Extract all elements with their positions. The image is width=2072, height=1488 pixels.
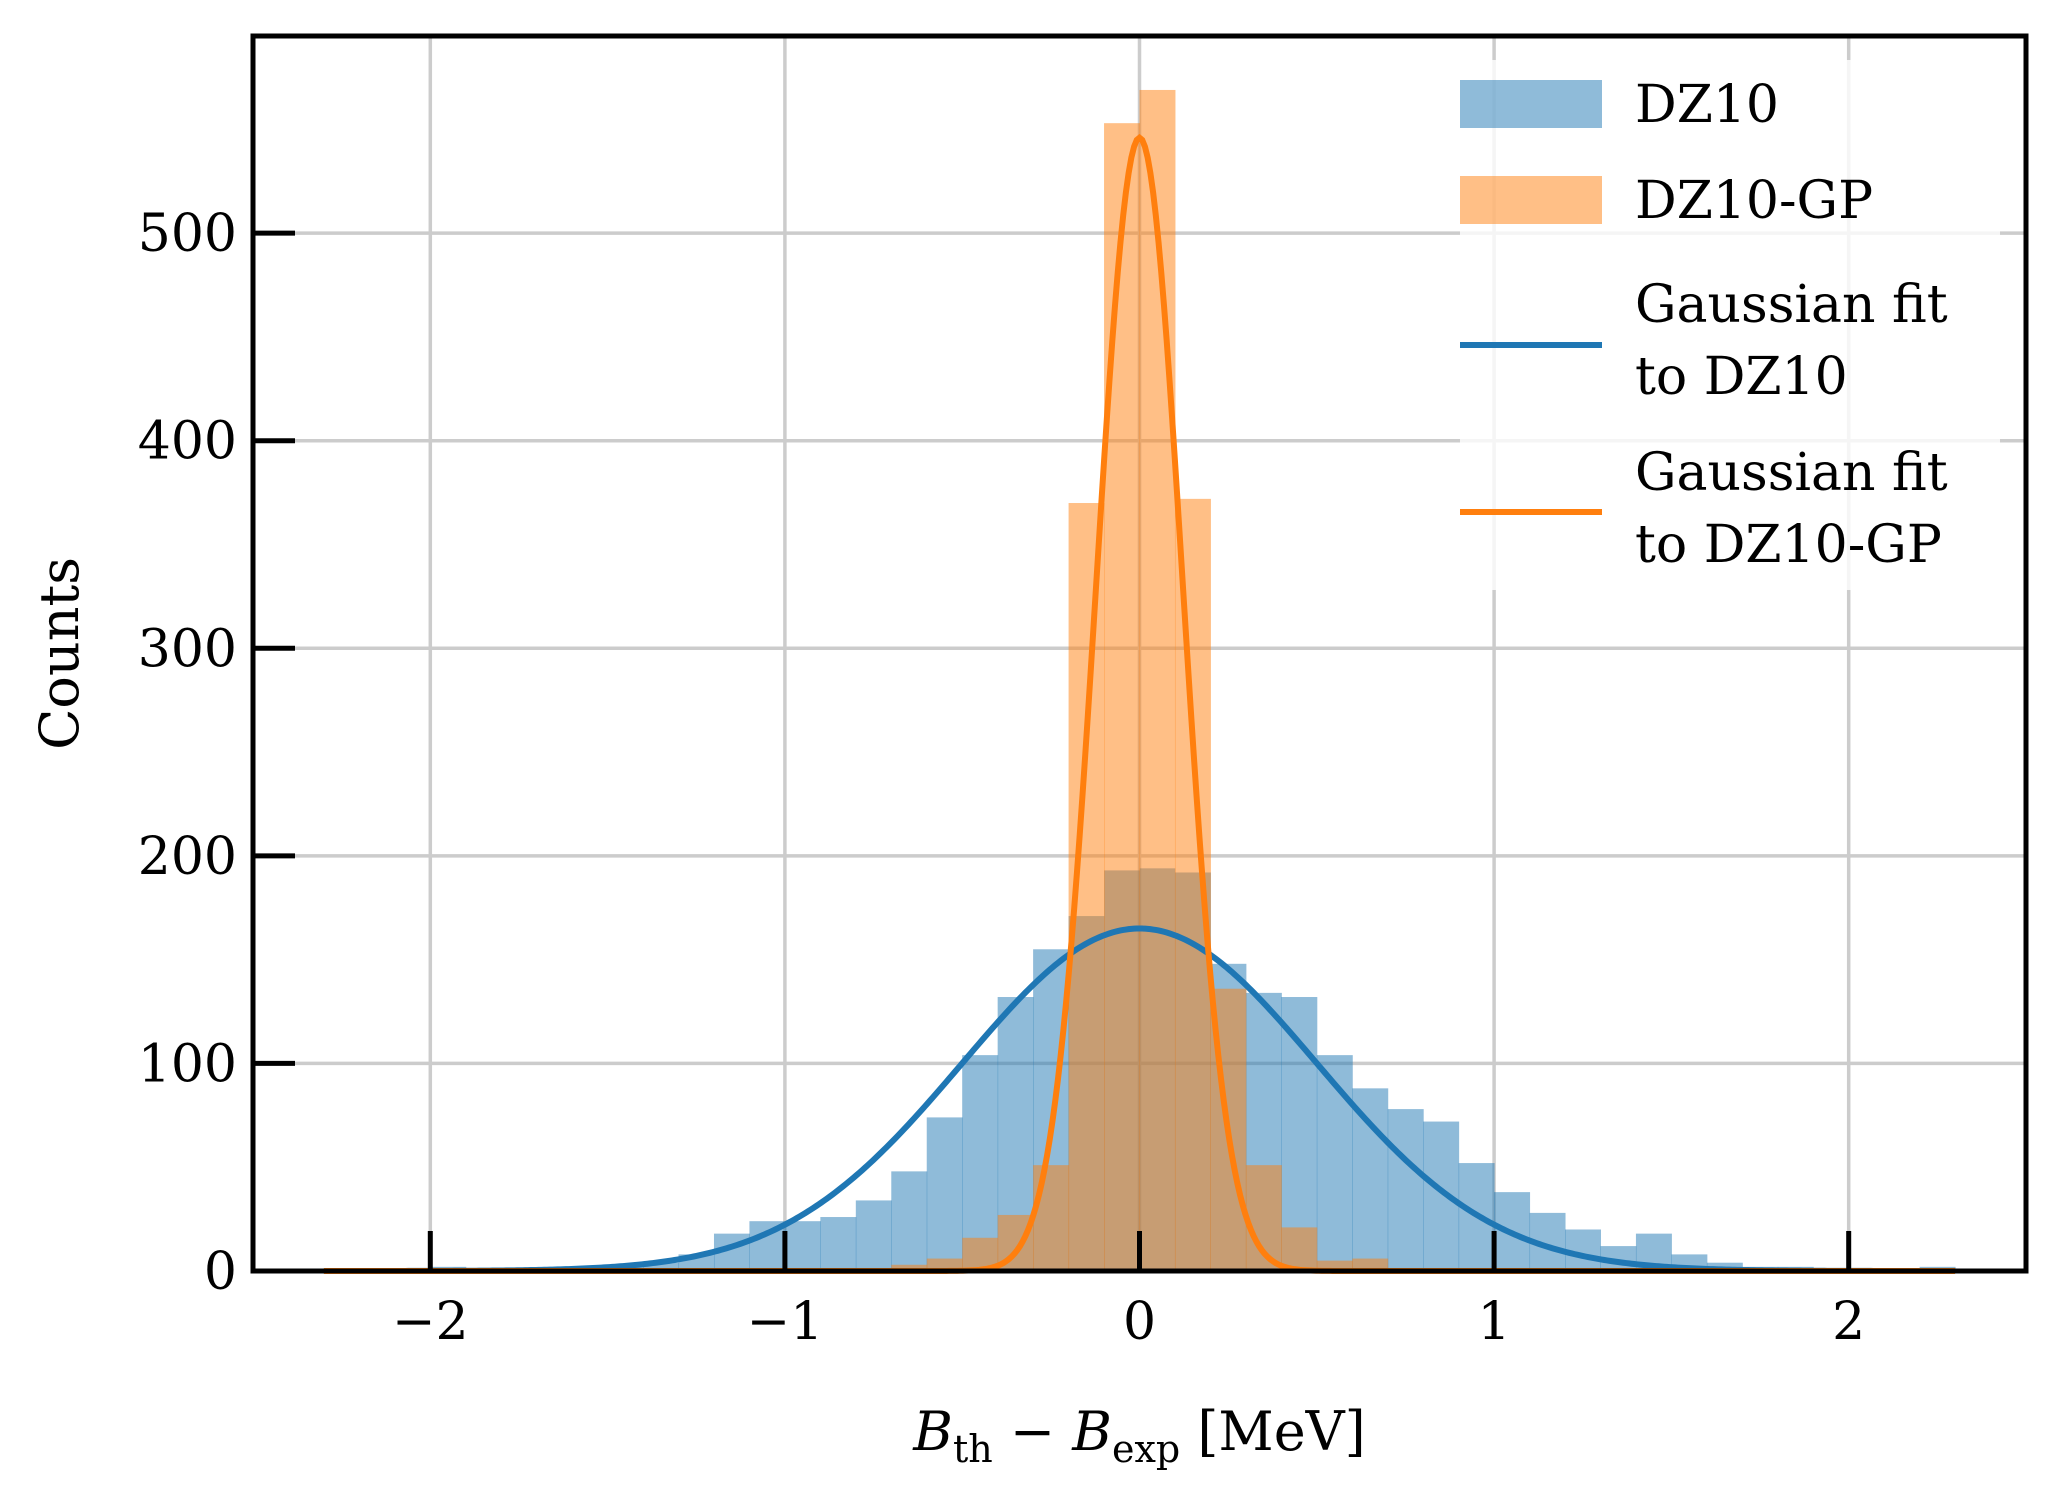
plot-frame: [250, 33, 2029, 1274]
x-label-sub-exp: exp: [1112, 1427, 1180, 1471]
y-tick-label: 200: [138, 827, 237, 887]
legend-label-fit-dz10: Gaussian fit to DZ10: [1635, 275, 1964, 407]
dz10-gp-bar: [926, 1258, 963, 1271]
dz10-bar: [1316, 1055, 1353, 1271]
x-label-sub-th: th: [953, 1427, 993, 1471]
dz10-bar: [926, 1117, 963, 1271]
dz10-gp-bar: [1139, 89, 1176, 1271]
dz10-bar: [855, 1200, 892, 1271]
tick-labels: −2 −1 0 1 2 0 100 200 300 400 500: [138, 204, 1866, 1352]
dz10-gp-bar: [891, 1264, 928, 1271]
dz10-gp-bar: [1352, 1258, 1389, 1271]
x-axis-label: Bth − Bexp [MeV]: [912, 1400, 1366, 1471]
dz10-bar: [784, 1221, 821, 1271]
y-tick-label: 500: [138, 204, 237, 264]
x-tick-label: 1: [1478, 1292, 1511, 1352]
dz10-gp-bar: [1104, 123, 1140, 1271]
legend-label-dz10: DZ10: [1635, 75, 1779, 135]
legend-label-fit-dz10-gp: Gaussian fit to DZ10-GP: [1635, 443, 1964, 575]
dz10-bar: [1387, 1109, 1424, 1271]
legend-label-dz10-gp: DZ10-GP: [1635, 171, 1873, 231]
y-tick-label: 100: [138, 1034, 237, 1094]
legend-swatch-dz10-gp: [1460, 176, 1602, 224]
x-tick-label: 2: [1832, 1292, 1865, 1352]
y-tick-label: 300: [138, 619, 237, 679]
dz10-bar: [820, 1217, 857, 1271]
x-tick-label: 0: [1123, 1292, 1156, 1352]
dz10-gp-bar: [1316, 1260, 1353, 1271]
x-label-b-th: B: [912, 1400, 953, 1463]
y-tick-label: 0: [204, 1242, 237, 1302]
legend-swatch-dz10: [1460, 80, 1602, 128]
y-tick-label: 400: [138, 412, 237, 472]
dz10-gp-bar: [1033, 1165, 1070, 1271]
x-tick-label: −1: [747, 1292, 824, 1352]
x-label-b-exp: B: [1071, 1400, 1112, 1463]
x-label-unit: [MeV]: [1180, 1400, 1366, 1463]
dz10-bar: [962, 1055, 999, 1271]
dz10-bar: [643, 1262, 680, 1271]
dz10-gp-bar: [1281, 1227, 1318, 1271]
dz10-bar: [891, 1171, 928, 1271]
y-axis-label: Counts: [28, 557, 91, 750]
dz10-bar: [1352, 1088, 1389, 1271]
gaussian-fit-dz10-line: [323, 925, 1956, 1274]
x-tick-label: −2: [392, 1292, 469, 1352]
x-label-minus: −: [993, 1400, 1073, 1463]
legend: DZ10 DZ10-GP Gaussian fit to DZ10 Gaussi…: [1460, 60, 2000, 590]
